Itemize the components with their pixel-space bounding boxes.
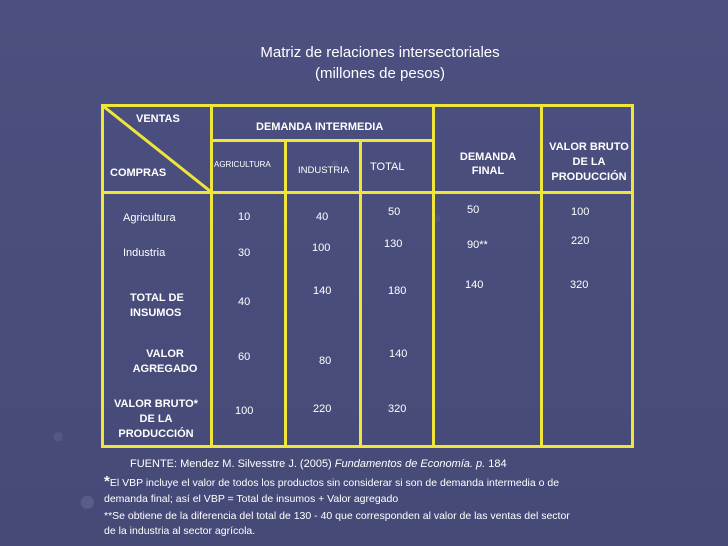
cell-agr-agr: 10 bbox=[238, 211, 251, 223]
cell-ind-agr: 30 bbox=[238, 247, 251, 259]
cell-va-ind: 80 bbox=[319, 355, 332, 367]
cell-agr-tot: 50 bbox=[388, 206, 401, 218]
title-line-1: Matriz de relaciones intersectoriales bbox=[260, 44, 500, 61]
industria-column-header: INDUSTRIA bbox=[298, 165, 350, 176]
cell-agr-ind: 40 bbox=[316, 211, 329, 223]
cell-agr-df: 50 bbox=[467, 204, 480, 216]
column-divider bbox=[540, 104, 543, 448]
cell-ti-tot: 180 bbox=[388, 285, 407, 297]
cell-va-tot: 140 bbox=[389, 348, 408, 360]
cell-vbp-ind: 220 bbox=[313, 403, 332, 415]
cell-ti-vbp: 320 bbox=[570, 279, 589, 291]
ventas-label: VENTAS bbox=[136, 113, 180, 125]
cell-ind-ind: 100 bbox=[312, 242, 331, 254]
row-label-agricultura: Agricultura bbox=[123, 212, 176, 224]
footnote-double-star: **Se obtiene de la diferencia del total … bbox=[104, 510, 570, 522]
cell-vbp-tot: 320 bbox=[388, 403, 407, 415]
row-label-industria: Industria bbox=[123, 247, 166, 259]
footnote-vbp-cont: demanda final; así el VBP = Total de ins… bbox=[104, 493, 399, 505]
column-divider bbox=[284, 139, 287, 448]
demanda-final-header: DEMANDA FINAL bbox=[459, 151, 517, 177]
demanda-intermedia-header: DEMANDA INTERMEDIA bbox=[256, 121, 384, 133]
footnote-vbp: *El VBP incluye el valor de todos los pr… bbox=[104, 473, 560, 490]
diagonal-divider bbox=[103, 106, 211, 192]
column-divider bbox=[359, 139, 362, 448]
cell-ind-tot: 130 bbox=[384, 238, 403, 250]
cell-ti-df: 140 bbox=[465, 279, 484, 291]
row-label-valor-bruto: VALOR BRUTO* DE LA PRODUCCIÓN bbox=[114, 398, 198, 440]
row-label-valor-agregado: VALOR AGREGADO bbox=[132, 348, 198, 375]
cell-ti-ind: 140 bbox=[313, 285, 332, 297]
valor-bruto-header: VALOR BRUTO DE LA PRODUCCIÓN bbox=[549, 141, 629, 183]
subheader-divider bbox=[210, 139, 434, 142]
cell-ind-df: 90** bbox=[467, 239, 488, 251]
matrix-table bbox=[101, 104, 634, 448]
header-divider bbox=[101, 191, 634, 194]
cell-vbp-agr: 100 bbox=[235, 405, 254, 417]
total-column-header: TOTAL bbox=[370, 161, 405, 173]
cell-va-agr: 60 bbox=[238, 351, 251, 363]
cell-ind-vbp: 220 bbox=[571, 235, 590, 247]
title-line-2: (millones de pesos) bbox=[314, 65, 446, 82]
row-label-total-insumos: TOTAL DE INSUMOS bbox=[130, 292, 184, 319]
footnote-double-star-cont: de la industria al sector agrícola. bbox=[104, 525, 256, 537]
source-citation: FUENTE: Mendez M. Silvesstre J. (2005) F… bbox=[130, 458, 507, 470]
cell-ti-agr: 40 bbox=[238, 296, 251, 308]
agricultura-column-header: AGRICULTURA bbox=[214, 160, 271, 169]
cell-agr-vbp: 100 bbox=[571, 206, 590, 218]
compras-label: COMPRAS bbox=[110, 167, 167, 179]
column-divider bbox=[210, 104, 213, 448]
column-divider bbox=[432, 104, 435, 448]
